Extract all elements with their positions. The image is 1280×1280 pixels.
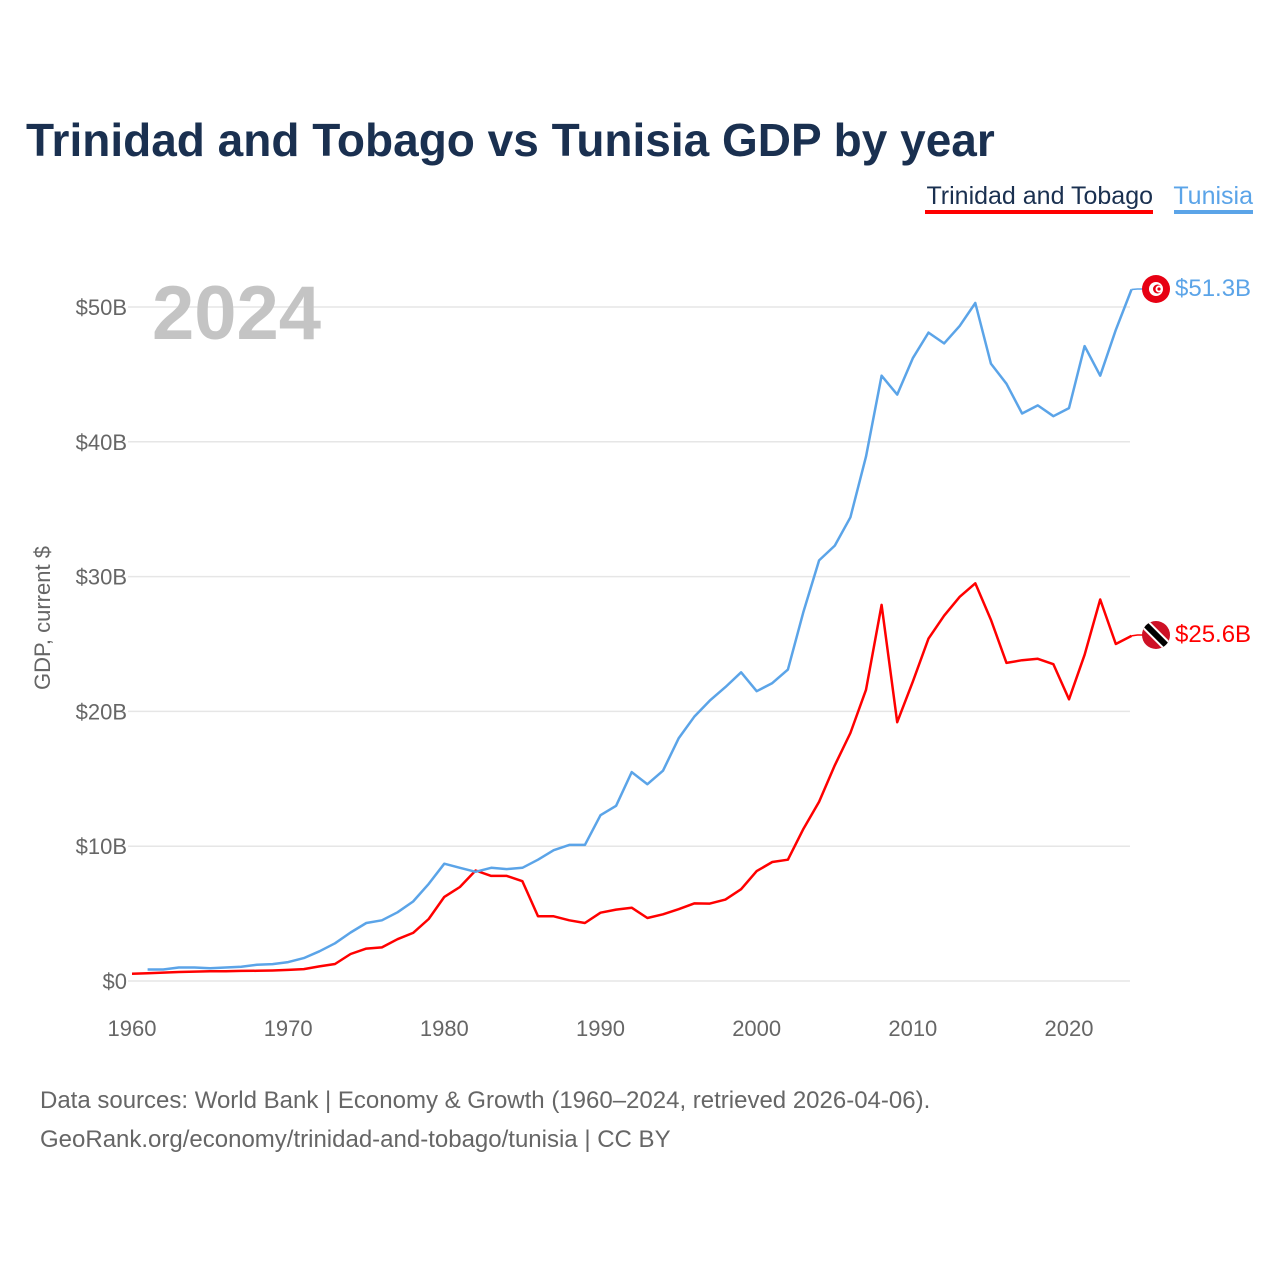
end-label-tunisia: $51.3B xyxy=(1175,275,1251,302)
series-line-tunisia xyxy=(147,289,1133,971)
x-tick-label: 2020 xyxy=(1045,1016,1094,1041)
y-tick-label: $10B xyxy=(76,834,127,859)
y-tick-label: $50B xyxy=(76,295,127,320)
legend-item-trinidad-and-tobago[interactable]: Trinidad and Tobago xyxy=(926,182,1153,210)
legend-item-tunisia[interactable]: Tunisia xyxy=(1173,182,1253,210)
x-axis-ticks: 1960 1970 1980 1990 2000 2010 2020 xyxy=(108,1016,1094,1041)
legend: Trinidad and Tobago Tunisia xyxy=(925,182,1253,214)
x-tick-label: 1980 xyxy=(420,1016,469,1041)
y-axis-ticks: $0 $10B $20B $30B $40B $50B xyxy=(76,295,127,994)
y-tick-label: $30B xyxy=(76,565,127,590)
end-marker-tunisia: $51.3B xyxy=(1142,275,1251,303)
x-tick-label: 1960 xyxy=(108,1016,157,1041)
series-lines xyxy=(131,288,1144,975)
trinidad-and-tobago-flag-icon xyxy=(1142,621,1170,649)
end-label-trinidad-and-tobago: $25.6B xyxy=(1175,621,1251,648)
y-tick-label: $40B xyxy=(76,430,127,455)
legend-swatch-trinidad-and-tobago xyxy=(925,210,1153,214)
end-connector-trinidad-and-tobago xyxy=(1131,634,1144,637)
footer-source: Data sources: World Bank | Economy & Gro… xyxy=(40,1087,930,1114)
x-tick-label: 2010 xyxy=(888,1016,937,1041)
tunisia-flag-icon xyxy=(1142,275,1170,303)
x-tick-label: 1970 xyxy=(264,1016,313,1041)
y-tick-label: $0 xyxy=(103,969,127,994)
year-watermark: 2024 xyxy=(152,271,321,356)
y-axis-label: GDP, current $ xyxy=(30,546,55,690)
legend-swatch-tunisia xyxy=(1174,210,1253,214)
x-tick-label: 1990 xyxy=(576,1016,625,1041)
gridlines xyxy=(128,306,1130,982)
end-marker-trinidad-and-tobago: $25.6B xyxy=(1142,621,1251,649)
series-line-trinidad-and-tobago xyxy=(131,582,1133,975)
footer-link[interactable]: GeoRank.org/economy/trinidad-and-tobago/… xyxy=(40,1126,671,1153)
y-tick-label: $20B xyxy=(76,699,127,724)
x-tick-label: 2000 xyxy=(732,1016,781,1041)
chart-title: Trinidad and Tobago vs Tunisia GDP by ye… xyxy=(26,114,995,166)
